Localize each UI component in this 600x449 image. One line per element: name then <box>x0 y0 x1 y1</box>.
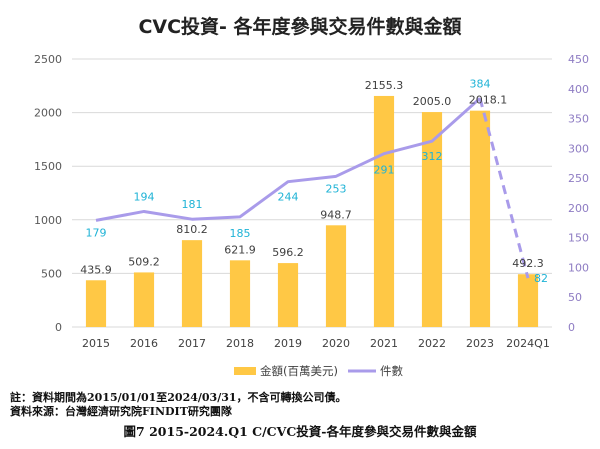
y-left-tick-label: 1500 <box>34 160 62 173</box>
y-left-tick-label: 0 <box>55 321 62 334</box>
bar <box>277 263 299 327</box>
bar-value-label: 509.2 <box>128 255 160 268</box>
data-period-note: 註：資料期間為2015/01/01至2024/03/31，不含可轉換公司債。 <box>10 391 347 404</box>
y-left-tick-label: 1000 <box>34 214 62 227</box>
x-tick-label: 2017 <box>178 337 206 350</box>
bar-value-label: 2005.0 <box>413 95 452 108</box>
y-right-tick-label: 150 <box>568 232 589 245</box>
legend-label-count: 件數 <box>380 364 403 378</box>
bar-value-label: 810.2 <box>176 223 208 236</box>
count-value-label: 181 <box>182 198 203 211</box>
bar <box>469 110 491 327</box>
count-value-label: 194 <box>134 190 155 203</box>
count-value-label: 82 <box>534 272 548 285</box>
x-tick-label: 2020 <box>322 337 350 350</box>
bar <box>373 95 395 327</box>
count-value-label: 312 <box>422 150 443 163</box>
y-right-tick-label: 300 <box>568 142 589 155</box>
x-tick-label: 2016 <box>130 337 158 350</box>
chart-title: CVC投資- 各年度參與交易件數與金額 <box>138 16 462 38</box>
y-right-tick-label: 250 <box>568 172 589 185</box>
y-right-tick-label: 400 <box>568 83 589 96</box>
count-value-label: 253 <box>326 182 347 195</box>
x-tick-label: 2022 <box>418 337 446 350</box>
bar-value-label: 596.2 <box>272 246 304 259</box>
bar <box>517 274 539 327</box>
bar-value-label: 435.9 <box>80 263 112 276</box>
count-value-label: 291 <box>374 164 395 177</box>
y-left-tick-label: 2500 <box>34 53 62 66</box>
bar <box>181 240 203 327</box>
count-value-label: 244 <box>278 191 299 204</box>
bar <box>229 260 251 327</box>
y-left-tick-label: 500 <box>41 267 62 280</box>
x-tick-label: 2024Q1 <box>506 337 550 350</box>
y-right-tick-label: 50 <box>568 291 582 304</box>
bar-value-label: 948.7 <box>320 208 352 221</box>
count-value-label: 179 <box>86 226 107 239</box>
y-left-tick-label: 2000 <box>34 107 62 120</box>
y-right-tick-label: 350 <box>568 113 589 126</box>
bar-value-label: 621.9 <box>224 243 256 256</box>
x-tick-label: 2015 <box>82 337 110 350</box>
figure-caption: 圖7 2015-2024.Q1 C/CVC投資-各年度參與交易件數與金額 <box>123 424 477 439</box>
x-tick-label: 2023 <box>466 337 494 350</box>
data-source-note: 資料來源：台灣經濟研究院FINDIT研究團隊 <box>10 405 232 418</box>
count-line-solid <box>95 97 481 222</box>
y-right-tick-label: 100 <box>568 261 589 274</box>
y-right-tick-label: 450 <box>568 53 589 66</box>
bar <box>133 272 155 327</box>
bar <box>325 225 347 327</box>
x-tick-label: 2019 <box>274 337 302 350</box>
y-right-tick-label: 0 <box>568 321 575 334</box>
y-right-tick-label: 200 <box>568 202 589 215</box>
count-line-dashed <box>478 97 530 279</box>
x-tick-label: 2021 <box>370 337 398 350</box>
bar <box>85 280 107 327</box>
count-value-label: 185 <box>230 227 251 240</box>
count-value-label: 384 <box>470 77 491 90</box>
bar-value-label: 2018.1 <box>469 94 508 107</box>
x-tick-label: 2018 <box>226 337 254 350</box>
bar-value-label: 2155.3 <box>365 79 404 92</box>
bar-value-label: 492.3 <box>512 257 544 270</box>
legend-label-amount: 金額(百萬美元) <box>260 364 338 378</box>
legend-swatch-amount <box>234 367 256 375</box>
bar <box>421 112 443 328</box>
